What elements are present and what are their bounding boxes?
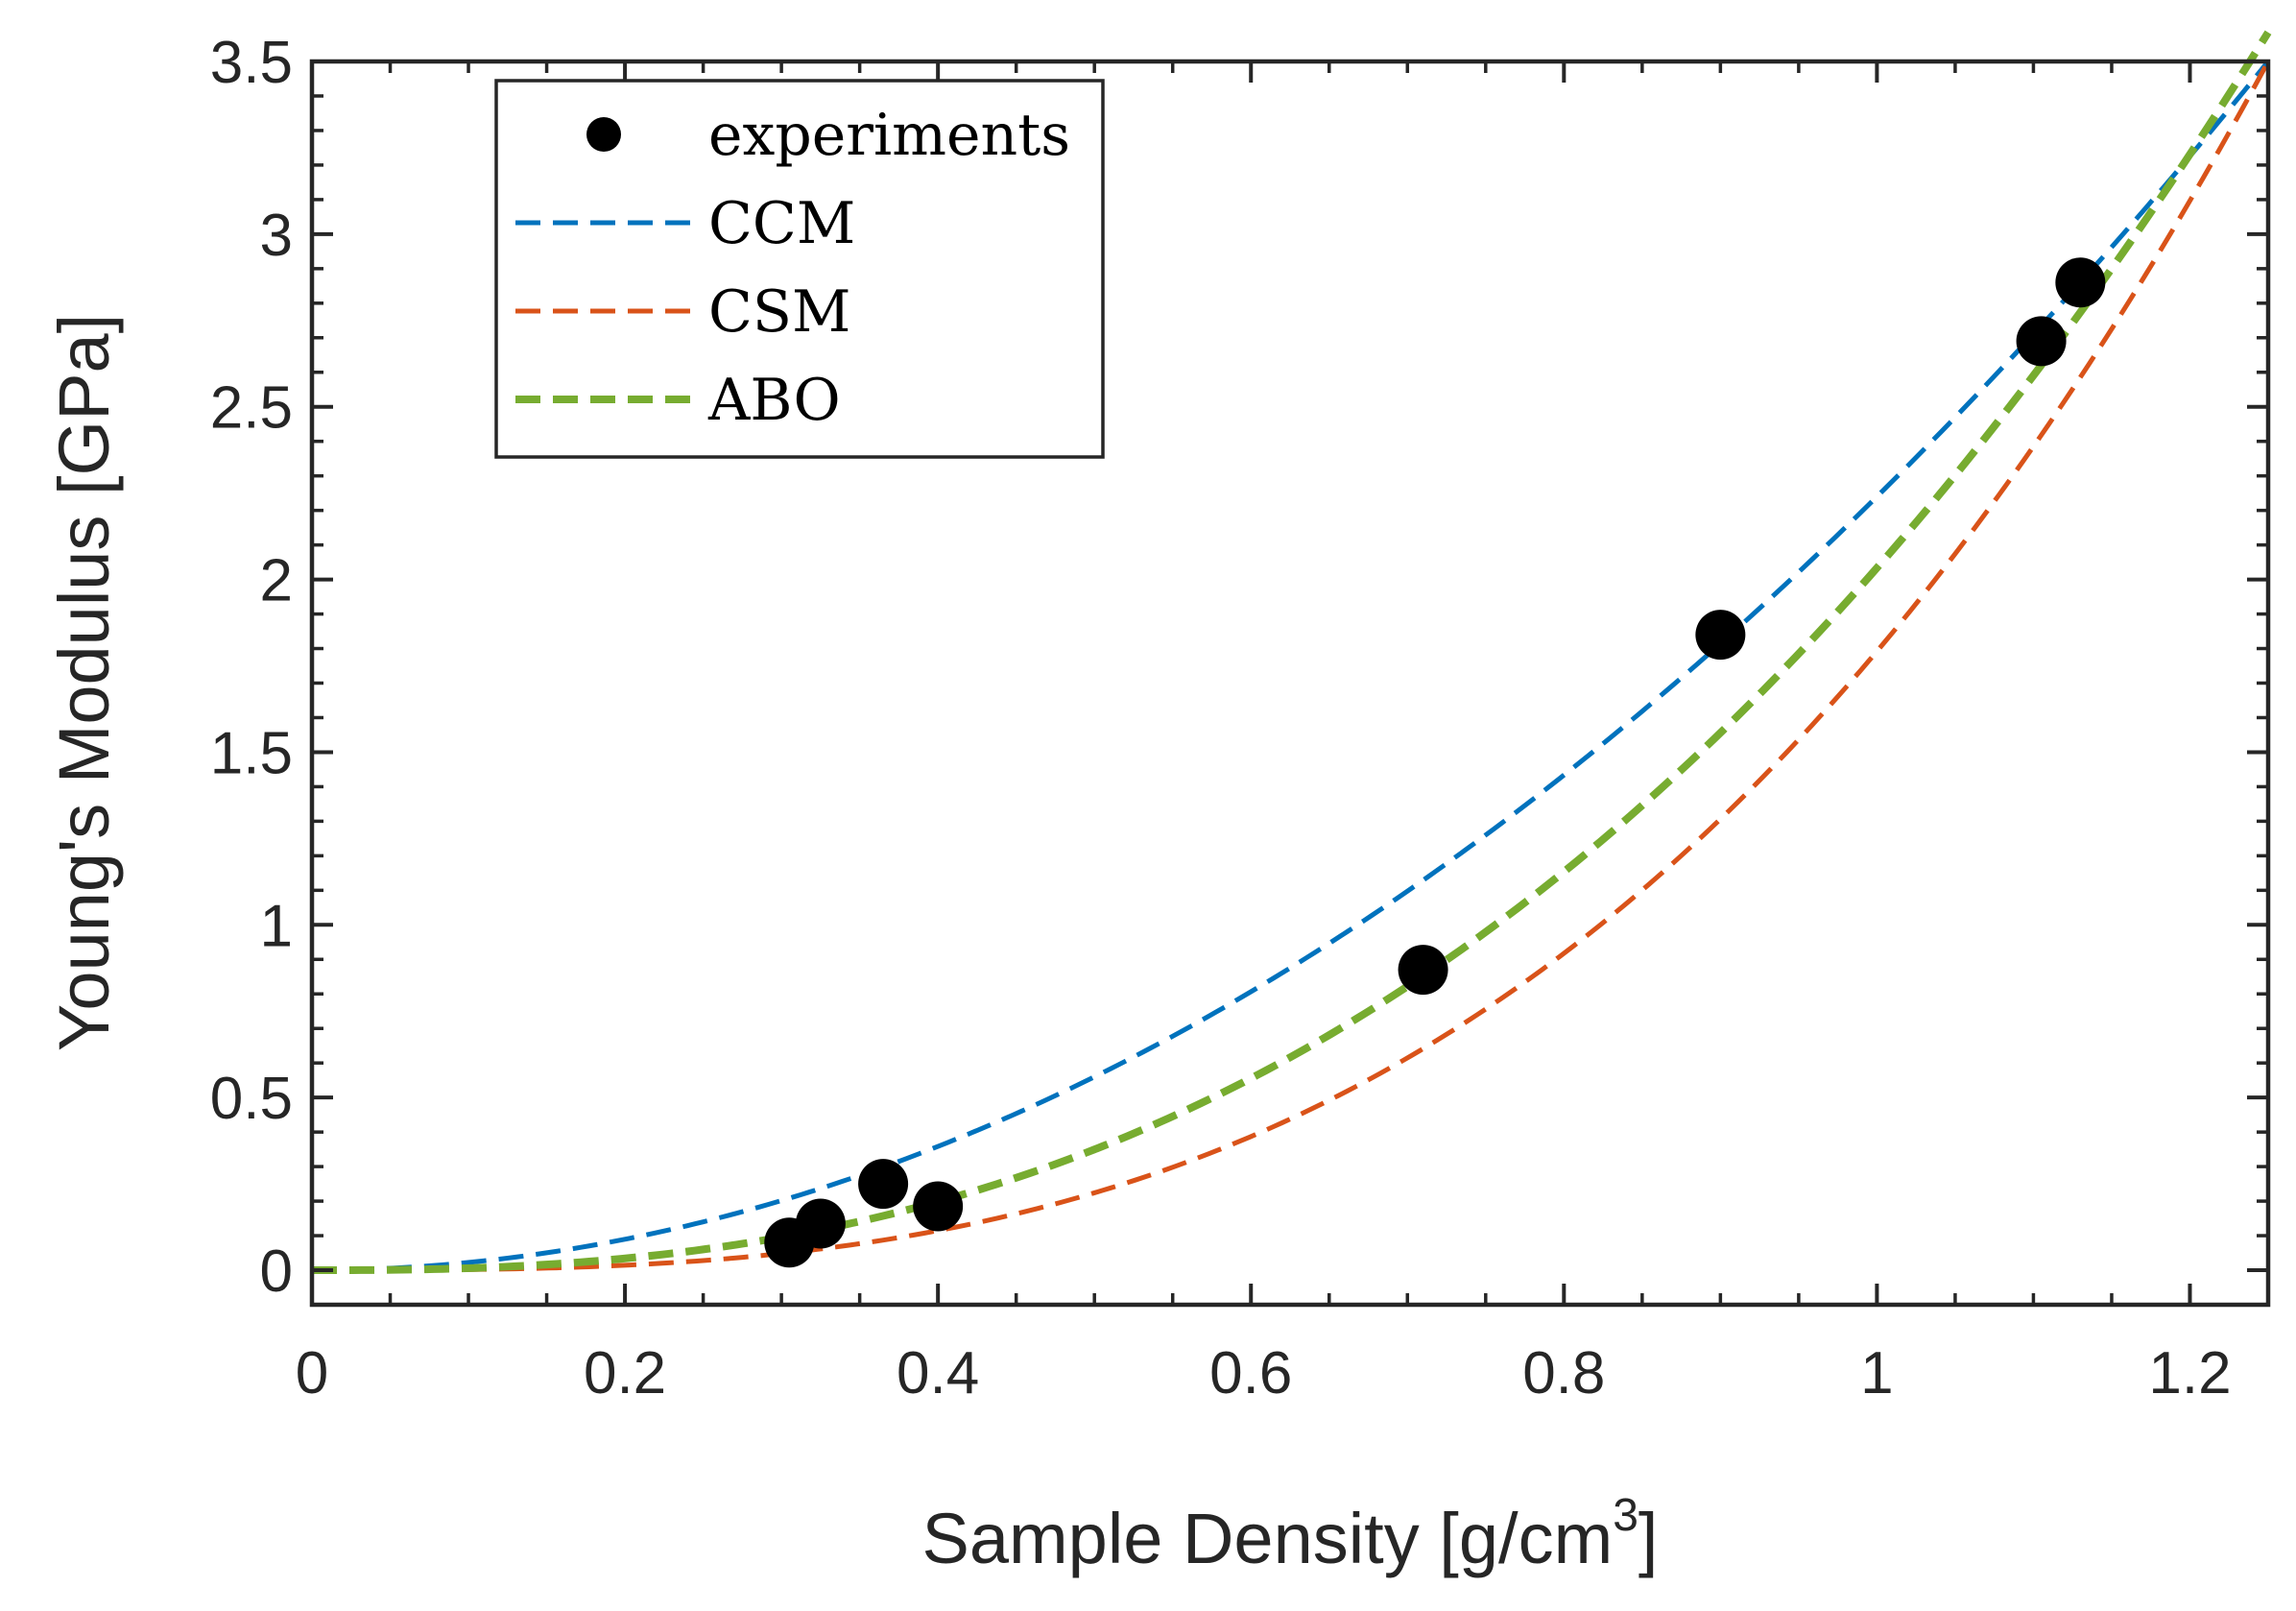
legend-label-experiments: experiments — [708, 102, 1070, 169]
points-layer — [764, 257, 2106, 1268]
curve-csm — [312, 60, 2271, 1273]
legend-label-csm: CSM — [708, 278, 850, 346]
ticks-layer — [310, 60, 2270, 1307]
legend: experiments CCM CSM ABO — [494, 79, 1105, 459]
experiment-point — [913, 1181, 964, 1232]
x-tick-label: 0.8 — [1522, 1340, 1605, 1407]
y-tick-label: 2 — [260, 548, 293, 614]
legend-label-abo: ABO — [707, 367, 841, 434]
tick-labels-layer: 0 0.2 0.4 0.6 0.8 1 1.2 0 0.5 1 1.5 2 2.5 3 3.5 — [210, 30, 2232, 1407]
curve-abo — [312, 30, 2272, 1275]
x-tick-label: 1.2 — [2148, 1340, 2231, 1407]
experiment-point — [795, 1198, 846, 1249]
x-axis-label: Sample Density [g/cm3] — [922, 1490, 1659, 1578]
x-tick-label: 0.6 — [1209, 1340, 1292, 1407]
curve-ccm — [311, 60, 2270, 1273]
y-tick-label: 3 — [260, 203, 293, 269]
y-tick-label: 0 — [260, 1238, 293, 1305]
legend-label-ccm: CCM — [708, 190, 855, 257]
y-tick-label: 3.5 — [210, 30, 293, 96]
x-axis-label-text: Sample Density [g/cm — [922, 1499, 1614, 1578]
experiment-point — [2055, 257, 2106, 308]
experiment-point — [1398, 945, 1448, 996]
x-axis-label-superscript: 3 — [1613, 1490, 1638, 1541]
x-tick-label: 0.2 — [584, 1340, 666, 1407]
x-tick-label: 0 — [296, 1340, 328, 1407]
x-axis-label-end: ] — [1638, 1499, 1659, 1578]
legend-marker-experiments — [586, 117, 621, 152]
experiment-point — [858, 1159, 909, 1210]
experiment-point — [2016, 316, 2067, 367]
x-tick-label: 1 — [1860, 1340, 1893, 1407]
y-tick-label: 2.5 — [210, 375, 293, 442]
y-tick-label: 1 — [260, 893, 293, 959]
y-tick-label: 1.5 — [210, 720, 293, 786]
curves-layer — [311, 30, 2272, 1275]
experiment-point — [1695, 610, 1746, 661]
y-axis-label: Young's Modulus [GPa] — [44, 314, 124, 1051]
y-tick-label: 0.5 — [210, 1066, 293, 1132]
x-tick-label: 0.4 — [897, 1340, 979, 1407]
